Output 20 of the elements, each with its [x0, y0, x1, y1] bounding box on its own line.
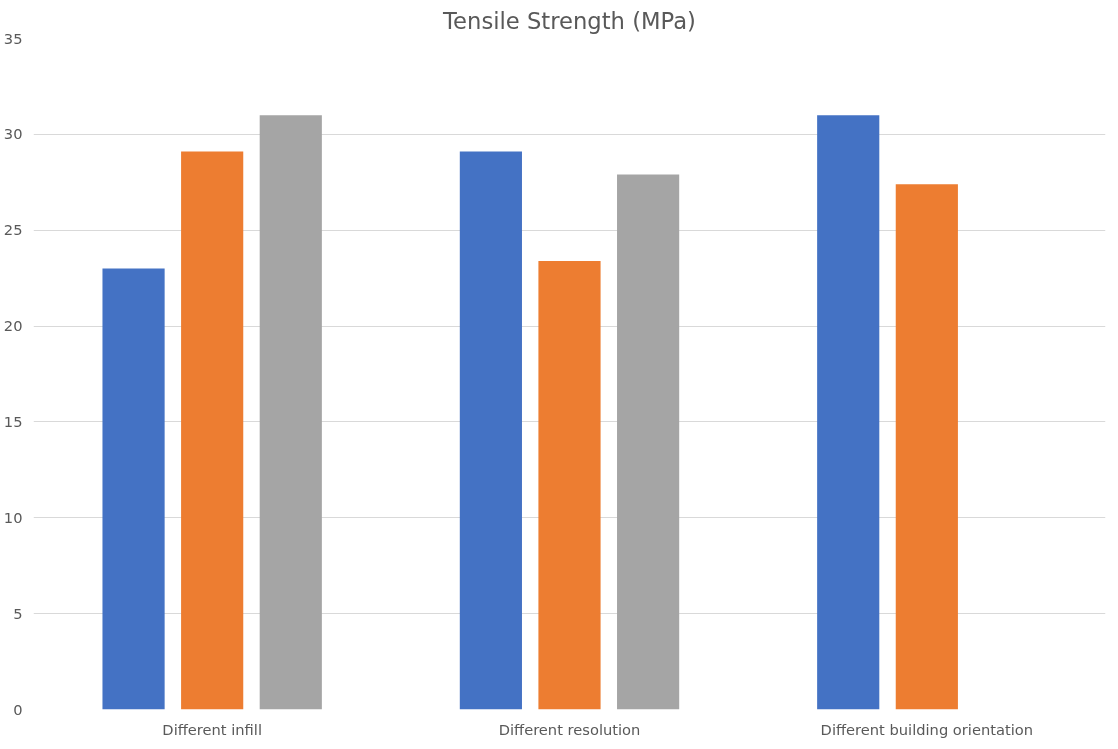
bar [259, 115, 322, 710]
bar [538, 260, 601, 710]
bar [102, 268, 165, 710]
y-tick-label: 35 [3, 29, 23, 47]
y-tick-label: 15 [3, 412, 23, 430]
x-tick-label: Different building orientation [820, 720, 1034, 738]
bar [459, 151, 522, 710]
chart-title: Tensile Strength (MPa) [442, 7, 696, 34]
bar [181, 151, 244, 710]
x-tick-label: Different resolution [498, 720, 641, 738]
y-tick-label: 10 [3, 508, 23, 526]
y-tick-label: 5 [13, 604, 23, 622]
x-tick-label: Different infill [162, 720, 262, 738]
bar [817, 115, 880, 710]
y-tick-label: 25 [3, 221, 23, 239]
y-tick-label: 0 [13, 700, 23, 718]
bar [895, 184, 958, 710]
y-tick-label: 20 [3, 317, 23, 335]
bar [617, 174, 680, 710]
y-tick-label: 30 [3, 125, 23, 143]
